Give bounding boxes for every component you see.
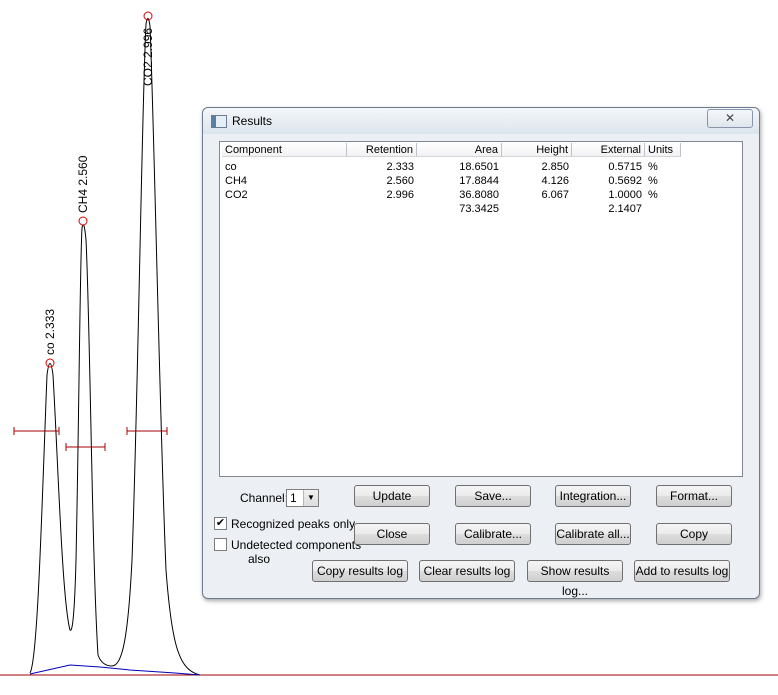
- cell-height: 2.850: [541, 161, 569, 173]
- header-units[interactable]: Units: [645, 143, 681, 157]
- format-button[interactable]: Format...: [656, 485, 732, 507]
- peak-width-bar-co2: [126, 427, 168, 435]
- channel-select[interactable]: 1 ▼: [286, 489, 319, 507]
- undetected-components-label: Undetected components: [231, 538, 362, 552]
- cell-units: %: [648, 161, 658, 173]
- cell-units: %: [648, 175, 658, 187]
- cell-retention: 2.996: [386, 189, 414, 201]
- cell-component: CO2: [225, 189, 248, 201]
- checkmark-icon: ✔: [215, 517, 226, 529]
- copy-button[interactable]: Copy: [656, 523, 732, 545]
- table-row[interactable]: CO2 2.996 36.8080 6.067 1.0000%: [222, 188, 740, 202]
- peak-label-co: co 2.333: [43, 309, 57, 355]
- close-icon: ✕: [724, 111, 736, 125]
- close-window-button[interactable]: ✕: [707, 109, 753, 128]
- cell-area: 73.3425: [459, 203, 499, 215]
- calibrate-all-button[interactable]: Calibrate all...: [555, 523, 631, 545]
- clear-results-log-button[interactable]: Clear results log: [419, 560, 515, 582]
- cell-component: co: [225, 161, 237, 173]
- undetected-components-checkbox[interactable]: [214, 538, 227, 551]
- peak-apex-marker-co: [45, 358, 55, 368]
- cell-external: 1.0000: [608, 189, 642, 201]
- recognized-peaks-checkbox[interactable]: ✔: [214, 517, 227, 530]
- peak-label-ch4: CH4 2.560: [76, 155, 90, 213]
- table-row[interactable]: CH4 2.560 17.8844 4.126 0.5692%: [222, 174, 740, 188]
- channel-value: 1: [290, 491, 297, 505]
- cell-area: 36.8080: [459, 189, 499, 201]
- integration-button[interactable]: Integration...: [555, 485, 631, 507]
- table-row[interactable]: 73.3425 2.1407: [222, 202, 740, 216]
- cell-units: %: [648, 189, 658, 201]
- cell-retention: 2.333: [386, 161, 414, 173]
- header-area[interactable]: Area: [417, 143, 502, 157]
- chromatogram-trace: [29, 18, 201, 676]
- cell-external: 0.5715: [608, 161, 642, 173]
- close-button[interactable]: Close: [354, 523, 430, 545]
- dialog-titlebar[interactable]: Results ✕: [203, 108, 759, 134]
- cell-component: CH4: [225, 175, 248, 187]
- table-row[interactable]: co 2.333 18.6501 2.850 0.5715%: [222, 160, 740, 174]
- cell-retention: 2.560: [386, 175, 414, 187]
- header-retention[interactable]: Retention: [347, 143, 417, 157]
- peak-width-bar-ch4: [65, 443, 106, 451]
- results-dialog: Results ✕ Component Retention Area Heigh…: [202, 107, 760, 599]
- dialog-title: Results: [232, 114, 273, 128]
- cell-area: 18.6501: [459, 161, 499, 173]
- chevron-down-icon: ▼: [303, 490, 318, 506]
- results-table[interactable]: Component Retention Area Height External…: [219, 141, 743, 477]
- header-height[interactable]: Height: [502, 143, 572, 157]
- cell-area: 17.8844: [459, 175, 499, 187]
- header-external[interactable]: External: [572, 143, 645, 157]
- window-icon: [211, 115, 227, 128]
- recognized-peaks-label: Recognized peaks only: [231, 517, 356, 531]
- calibrate-button[interactable]: Calibrate...: [455, 523, 531, 545]
- cell-external: 0.5692: [608, 175, 642, 187]
- peak-apex-marker-co2: [143, 11, 153, 21]
- update-button[interactable]: Update: [354, 485, 430, 507]
- cell-external: 2.1407: [608, 203, 642, 215]
- channel-label: Channel:: [240, 491, 289, 505]
- header-component[interactable]: Component: [222, 143, 347, 157]
- show-results-log-button[interactable]: Show results log...: [527, 560, 623, 598]
- peak-label-co2: CO2 2.996: [141, 28, 155, 86]
- peak-width-bar-co: [13, 427, 60, 435]
- cell-height: 4.126: [541, 175, 569, 187]
- baseline-trace: [29, 664, 201, 676]
- save-button[interactable]: Save...: [455, 485, 531, 507]
- undetected-components-label-also: also: [248, 552, 271, 566]
- cell-height: 6.067: [541, 189, 569, 201]
- copy-results-log-button[interactable]: Copy results log: [312, 560, 408, 582]
- table-header: Component Retention Area Height External…: [222, 143, 740, 158]
- peak-apex-marker-ch4: [78, 216, 88, 226]
- add-to-results-log-button[interactable]: Add to results log: [634, 560, 730, 582]
